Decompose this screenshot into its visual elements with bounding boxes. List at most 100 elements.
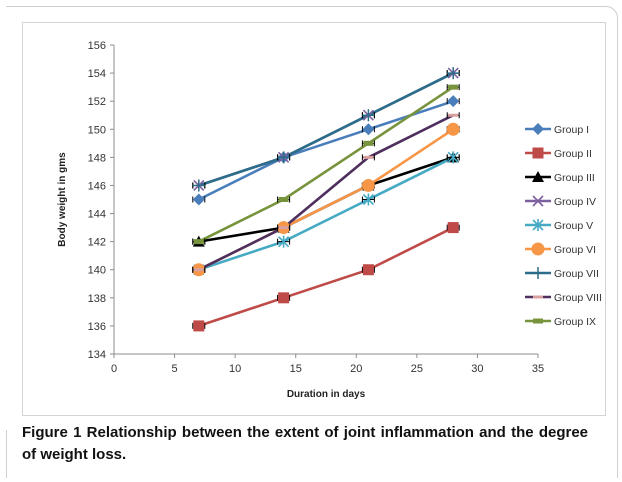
data-point (192, 320, 206, 332)
point-marker (362, 193, 374, 206)
point-marker (363, 140, 374, 146)
data-point (361, 140, 375, 147)
legend-label: Group I (554, 124, 589, 136)
data-point (192, 193, 206, 206)
legend-label: Group V (554, 220, 593, 232)
legend-label: Group IV (554, 196, 596, 208)
legend-entry: Group VI (525, 242, 596, 256)
figure-frame (6, 6, 618, 478)
data-point (361, 109, 375, 122)
point-marker (193, 268, 204, 272)
figure-caption: Figure 1 Relationship between the extent… (22, 422, 588, 466)
series-markers (192, 67, 460, 332)
point-marker (447, 95, 460, 108)
data-point (361, 178, 375, 192)
y-tick-label: 138 (88, 293, 106, 305)
y-tick-label: 154 (88, 68, 106, 80)
legend-marker (532, 195, 544, 207)
legend-label: Group II (554, 148, 592, 160)
data-point (361, 123, 375, 136)
y-tick-label: 144 (88, 209, 106, 221)
x-tick-label: 15 (290, 363, 302, 375)
series-line (198, 128, 454, 271)
data-point (446, 112, 460, 119)
data-point (361, 193, 375, 206)
chart-area: 134 136 138 140 142 144 146 148 150 152 154 156 0 5 1… (22, 22, 606, 416)
legend: Group I Group II Group III Group IV Group V G… (525, 123, 602, 328)
legend-entry: Group III (525, 171, 595, 184)
data-point (277, 235, 291, 248)
point-marker (193, 239, 204, 245)
series-line (198, 71, 454, 187)
point-marker (447, 67, 460, 80)
data-point (361, 154, 375, 161)
figure-caption-text: Relationship between the extent of joint… (22, 424, 589, 463)
legend-label: Group IX (554, 316, 596, 328)
point-marker (192, 193, 205, 206)
x-axis-title: Duration in days (287, 389, 366, 400)
point-marker (278, 197, 289, 202)
data-point (277, 151, 291, 164)
legend-entry: Group VIII (525, 292, 602, 304)
frame-edge (6, 430, 7, 478)
x-tick-label: 10 (229, 363, 241, 375)
data-point (446, 95, 460, 108)
point-marker (446, 122, 460, 136)
point-marker (448, 113, 459, 117)
point-marker (277, 151, 290, 164)
point-marker (447, 151, 459, 164)
point-marker (193, 320, 205, 332)
legend-label: Group VI (554, 244, 596, 256)
legend-entry: Group IX (525, 316, 596, 328)
point-marker (278, 292, 290, 304)
y-tick-label: 134 (88, 349, 106, 361)
data-point (277, 196, 291, 203)
legend-marker (532, 219, 544, 231)
legend-entry: Group VII (525, 267, 599, 280)
data-point (446, 67, 460, 80)
series-line (198, 99, 454, 201)
point-marker (363, 155, 374, 159)
legend-label: Group VII (554, 268, 599, 280)
point-marker (447, 222, 459, 234)
x-tick-label: 0 (111, 363, 117, 375)
legend-marker (533, 295, 543, 299)
series-line (198, 114, 454, 271)
x-tick-label: 25 (411, 363, 423, 375)
data-point (277, 224, 291, 231)
series-line (198, 156, 454, 271)
point-marker (362, 123, 375, 136)
x-axis: 0 5 10 15 20 25 30 35 (111, 353, 544, 375)
y-tick-label: 152 (88, 96, 106, 108)
data-point (446, 122, 460, 136)
legend-marker (531, 242, 545, 256)
legend-marker (533, 318, 543, 324)
point-marker (448, 84, 459, 90)
y-tick-label: 146 (88, 180, 106, 192)
x-tick-label: 30 (471, 363, 483, 375)
data-point (192, 266, 206, 273)
data-point (277, 292, 291, 304)
y-tick-label: 140 (88, 265, 106, 277)
legend-entry: Group II (525, 147, 592, 160)
legend-label: Group III (554, 172, 595, 184)
point-marker (192, 179, 205, 192)
legend-marker (532, 171, 544, 182)
y-tick-label: 136 (88, 321, 106, 333)
data-point (446, 151, 460, 164)
data-point (446, 222, 460, 234)
data-point (192, 238, 206, 245)
legend-marker (532, 267, 544, 279)
line-chart: 134 136 138 140 142 144 146 148 150 152 154 156 0 5 1… (57, 40, 602, 400)
x-tick-label: 35 (532, 363, 544, 375)
figure-label: Figure 1 (22, 424, 82, 441)
legend-label: Group VIII (554, 292, 602, 304)
legend-marker (532, 147, 544, 159)
series-line (198, 86, 454, 243)
point-marker (361, 178, 375, 192)
point-marker (362, 264, 374, 276)
y-tick-label: 148 (88, 152, 106, 164)
y-axis-title: Body weight in gms (57, 152, 68, 247)
series-line (198, 226, 454, 328)
series-lines (198, 71, 454, 328)
